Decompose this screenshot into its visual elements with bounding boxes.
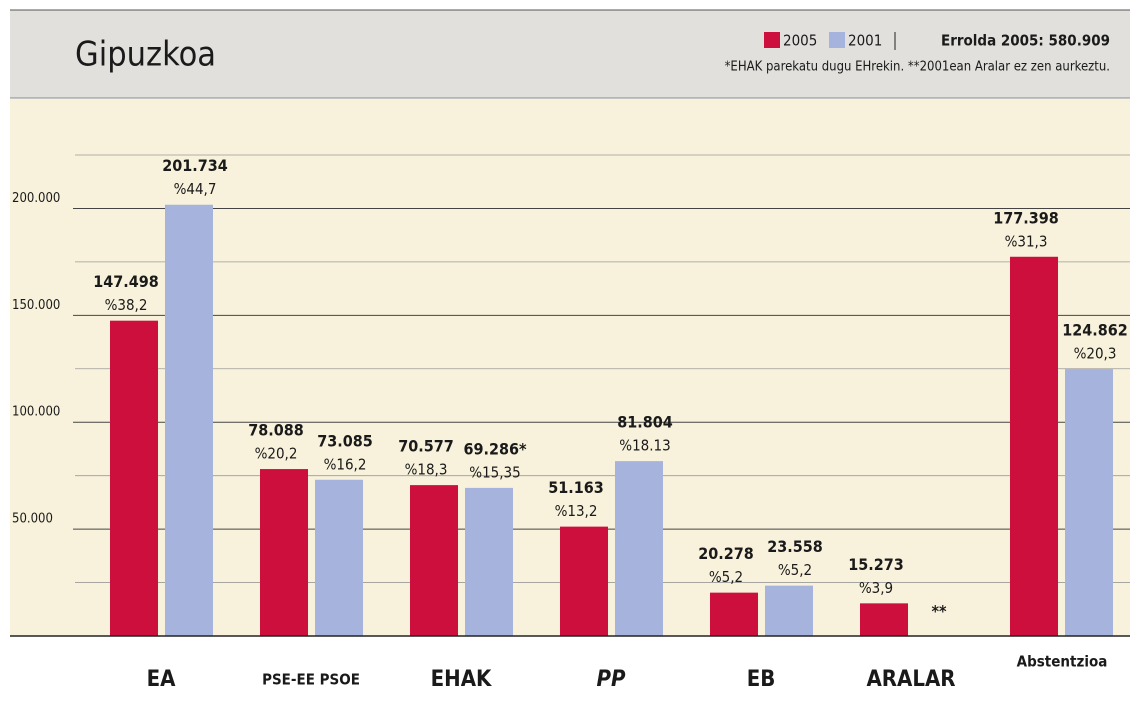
bar — [560, 526, 608, 636]
category-logo: PP — [596, 667, 626, 692]
y-tick-label: 50.000 — [12, 512, 53, 527]
value-label: 69.286* — [463, 439, 527, 458]
value-label: 177.398 — [993, 208, 1059, 227]
bar — [465, 487, 513, 636]
legend-label: 2005 — [783, 32, 817, 50]
bar — [1065, 369, 1113, 636]
percent-label: %18.13 — [619, 437, 670, 455]
value-label: 23.558 — [767, 537, 823, 556]
bar — [410, 485, 458, 636]
y-tick-label: 200.000 — [12, 191, 60, 206]
percent-label: %18,3 — [405, 461, 448, 479]
bar — [615, 461, 663, 636]
percent-label: %44,7 — [174, 180, 217, 198]
value-label: 201.734 — [162, 156, 228, 175]
percent-label: %31,3 — [1005, 232, 1048, 250]
note: *EHAK parekatu dugu EHrekin. **2001ean A… — [725, 60, 1110, 75]
value-label: 147.498 — [93, 272, 159, 291]
bar — [165, 204, 213, 636]
percent-label: %5,2 — [778, 561, 812, 579]
legend-swatch — [829, 32, 845, 48]
category-logo: EHAK — [431, 667, 492, 692]
value-label: ** — [931, 602, 947, 621]
percent-label: %13,2 — [555, 502, 598, 520]
percent-label: %38,2 — [105, 296, 148, 314]
logo-box — [858, 641, 964, 718]
bar — [110, 320, 158, 636]
bar — [1010, 256, 1058, 636]
y-tick-label: 100.000 — [12, 405, 60, 420]
category-label: Abstentzioa — [1017, 653, 1108, 671]
value-label: 15.273 — [848, 555, 904, 574]
percent-label: %20,3 — [1074, 345, 1117, 363]
value-label: 81.804 — [617, 413, 673, 432]
category-logo: EA — [147, 667, 177, 692]
value-label: 78.088 — [248, 421, 304, 440]
bar — [860, 603, 908, 636]
header-band — [10, 10, 1130, 98]
registry: Errolda 2005: 580.909 — [941, 32, 1110, 50]
percent-label: %16,2 — [324, 455, 367, 473]
value-label: 51.163 — [548, 478, 604, 497]
legend-swatch — [764, 32, 780, 48]
category-logo: EB — [747, 667, 776, 692]
logo-box — [408, 641, 514, 718]
logo-box — [258, 641, 364, 718]
percent-label: %15,35 — [469, 463, 520, 481]
value-label: 70.577 — [398, 437, 454, 456]
bar — [765, 585, 813, 636]
bar — [260, 469, 308, 636]
percent-label: %3,9 — [859, 579, 893, 597]
percent-label: %20,2 — [255, 445, 298, 463]
value-label: 73.085 — [317, 431, 373, 450]
logo-box — [708, 641, 814, 718]
value-label: 20.278 — [698, 544, 754, 563]
category-logo: ARALAR — [866, 667, 955, 692]
legend-label: 2001 — [848, 32, 882, 50]
bar — [710, 592, 758, 636]
chart-title: Gipuzkoa — [75, 35, 216, 75]
category-logo: PSE-EE PSOE — [262, 671, 360, 689]
bar — [315, 479, 363, 636]
logo-box — [108, 641, 214, 718]
percent-label: %5,2 — [709, 568, 743, 586]
value-label: 124.862 — [1062, 321, 1128, 340]
y-tick-label: 150.000 — [12, 298, 60, 313]
logo-box — [558, 641, 664, 718]
